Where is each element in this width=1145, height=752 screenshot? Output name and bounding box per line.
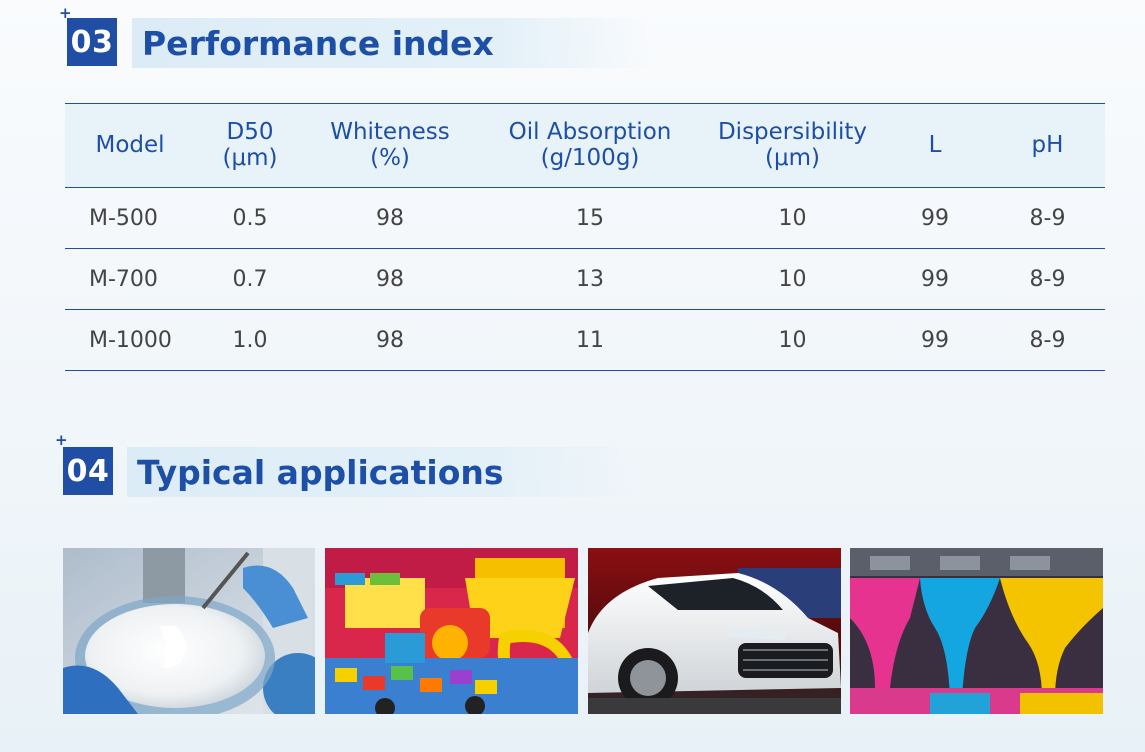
header-whiteness: Whiteness (%): [305, 103, 475, 188]
header-d50: D50 (μm): [195, 103, 305, 188]
cell-d50: 0.5: [195, 187, 305, 249]
performance-table: Model D50 (μm) Whiteness (%) Oil Absorptio…: [65, 103, 1105, 371]
colorful-plastic-toys-image: [325, 548, 578, 714]
cell-d50: 0.7: [195, 248, 305, 310]
cell-oil-absorption: 13: [475, 248, 705, 310]
cell-oil-absorption: 15: [475, 187, 705, 249]
section-number-badge: 04: [63, 447, 113, 495]
section-title: Performance index: [142, 23, 494, 63]
cell-ph: 8-9: [990, 248, 1105, 310]
cell-oil-absorption: 11: [475, 309, 705, 371]
title-band: Performance index: [132, 18, 652, 68]
cell-model: M-700: [65, 248, 195, 310]
cell-whiteness: 98: [305, 248, 475, 310]
table-row: M-700 0.7 98 13 10 99 8-9: [65, 248, 1105, 310]
section-number-badge: 03: [67, 18, 117, 66]
plus-icon: +: [55, 431, 68, 449]
white-paste-mixing-image: [63, 548, 315, 714]
table-row: M-500 0.5 98 15 10 99 8-9: [65, 187, 1105, 249]
header-oil-absorption: Oil Absorption (g/100g): [475, 103, 705, 188]
header-ph: pH: [990, 103, 1105, 188]
table-header-row: Model D50 (μm) Whiteness (%) Oil Absorptio…: [65, 103, 1105, 188]
title-band: Typical applications: [127, 447, 637, 497]
table-row: M-1000 1.0 98 11 10 99 8-9: [65, 309, 1105, 371]
cell-d50: 1.0: [195, 309, 305, 371]
header-dispersibility: Dispersibility (μm): [705, 103, 880, 188]
white-car-image: [588, 548, 841, 714]
cell-l: 99: [880, 309, 990, 371]
section-title: Typical applications: [137, 452, 504, 492]
cell-whiteness: 98: [305, 187, 475, 249]
cell-model: M-500: [65, 187, 195, 249]
performance-section-header: + Performance index 03: [56, 4, 656, 68]
cell-ph: 8-9: [990, 309, 1105, 371]
cell-l: 99: [880, 248, 990, 310]
cell-dispersibility: 10: [705, 309, 880, 371]
plus-icon: +: [59, 4, 72, 22]
application-images: [63, 548, 1103, 714]
cell-whiteness: 98: [305, 309, 475, 371]
cell-model: M-1000: [65, 309, 195, 371]
cmyk-ink-dripping-image: [850, 548, 1103, 714]
cell-dispersibility: 10: [705, 248, 880, 310]
cell-dispersibility: 10: [705, 187, 880, 249]
cell-ph: 8-9: [990, 187, 1105, 249]
header-l: L: [880, 103, 990, 188]
cell-l: 99: [880, 187, 990, 249]
header-model: Model: [65, 103, 195, 188]
applications-section-header: + Typical applications 04: [52, 431, 652, 497]
